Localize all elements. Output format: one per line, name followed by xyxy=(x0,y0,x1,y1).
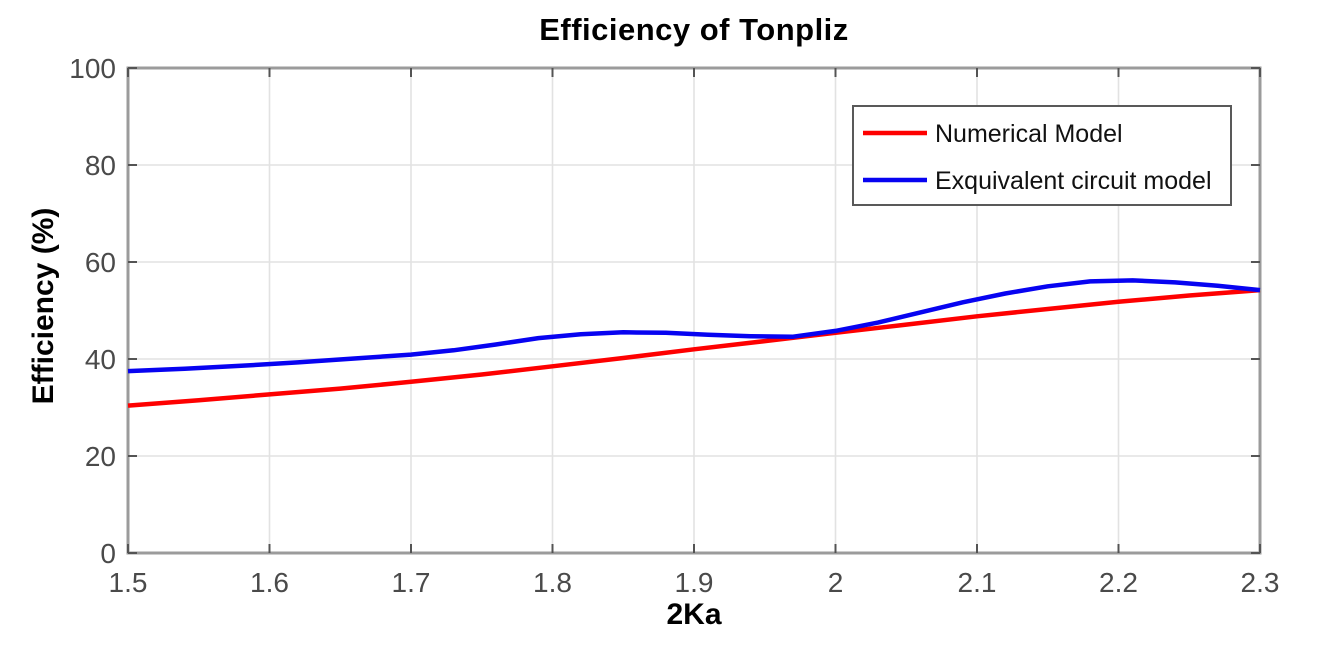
x-tick-label: 1.9 xyxy=(675,567,714,598)
x-tick-label: 2.2 xyxy=(1099,567,1138,598)
x-tick-label: 1.5 xyxy=(109,567,148,598)
y-tick-label: 20 xyxy=(85,441,116,472)
x-tick-label: 1.6 xyxy=(250,567,289,598)
legend-box xyxy=(852,105,1232,206)
legend-label-exquivalent-circuit-model: Exquivalent circuit model xyxy=(935,167,1212,195)
legend-label-numerical-model: Numerical Model xyxy=(935,120,1123,148)
y-tick-label: 60 xyxy=(85,247,116,278)
y-axis-label: Efficiency (%) xyxy=(27,207,60,405)
y-tick-label: 0 xyxy=(100,538,116,569)
series-line-numerical-model xyxy=(127,287,1261,408)
y-tick-label: 40 xyxy=(85,344,116,375)
chart-title: Efficiency of Tonpliz xyxy=(539,12,849,47)
y-tick-label: 100 xyxy=(69,53,116,84)
x-tick-label: 1.7 xyxy=(392,567,431,598)
series-line-exquivalent-circuit-model xyxy=(127,278,1261,374)
y-tick-label: 80 xyxy=(85,150,116,181)
x-tick-label: 2 xyxy=(828,567,844,598)
x-axis-label: 2Ka xyxy=(666,598,722,631)
x-tick-label: 2.3 xyxy=(1241,567,1280,598)
x-tick-label: 2.1 xyxy=(958,567,997,598)
x-tick-label: 1.8 xyxy=(533,567,572,598)
